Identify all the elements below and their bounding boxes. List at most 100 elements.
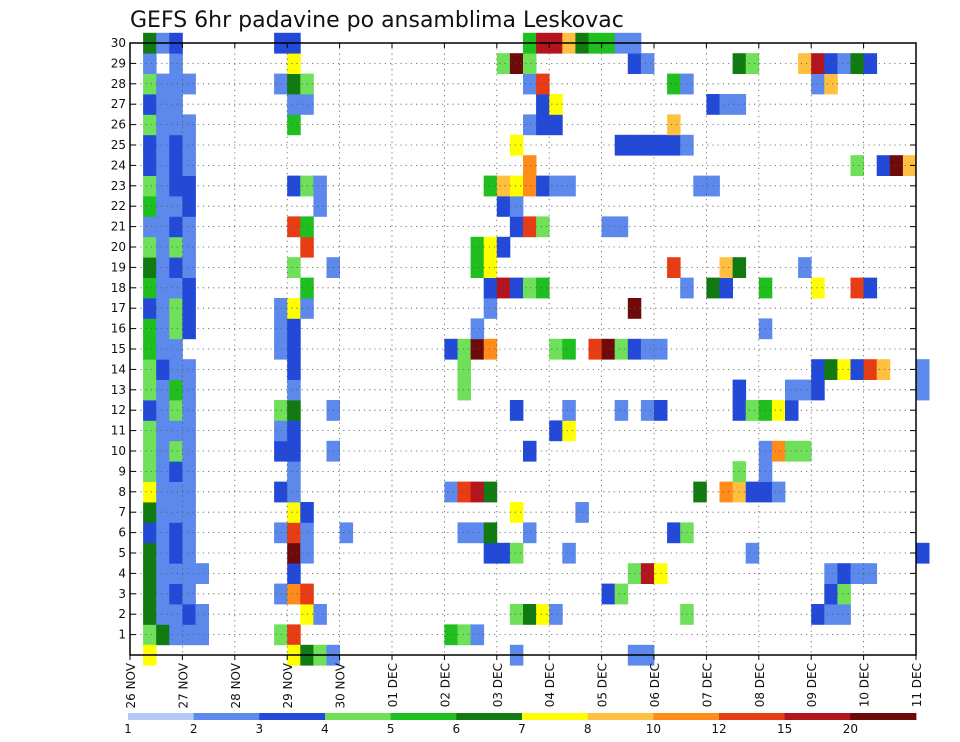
- heatmap-cell: [143, 134, 157, 156]
- heatmap-cell: [182, 318, 196, 340]
- heatmap-cell: [169, 400, 183, 421]
- heatmap-cell: [143, 318, 157, 340]
- heatmap-cell: [339, 522, 354, 544]
- legend-label: 1: [124, 722, 132, 736]
- y-tick-label: 12: [111, 403, 126, 417]
- x-tick-label: 01 DEC: [386, 663, 400, 707]
- heatmap-cell: [143, 400, 157, 421]
- color-legend: 1 2 3 4 5 6 7 8 10 12 15 20: [124, 713, 917, 736]
- heatmap-cell: [156, 338, 170, 360]
- heatmap-cell: [156, 298, 170, 319]
- heatmap-cell: [169, 53, 183, 74]
- heatmap-cell: [169, 461, 183, 482]
- heatmap-cell: [811, 359, 825, 380]
- heatmap-cell: [588, 338, 602, 360]
- y-tick-label: 1: [118, 628, 126, 642]
- heatmap-cell: [523, 277, 537, 299]
- heatmap-cell: [916, 359, 930, 380]
- heatmap-cell: [483, 481, 498, 503]
- heatmap-cell: [876, 155, 891, 176]
- heatmap-cell: [640, 400, 655, 421]
- heatmap-cell: [182, 624, 196, 646]
- heatmap-cell: [143, 277, 157, 299]
- heatmap-cell: [771, 440, 786, 462]
- heatmap-cell: [287, 542, 301, 564]
- heatmap-cell: [863, 53, 878, 74]
- heatmap-cell: [287, 440, 301, 462]
- heatmap-cell: [287, 563, 301, 584]
- heatmap-cell: [483, 298, 498, 319]
- heatmap-cell: [509, 277, 524, 299]
- heatmap-cell: [287, 94, 301, 115]
- heatmap-cell: [143, 542, 157, 564]
- heatmap-cell: [536, 94, 550, 115]
- y-tick-label: 16: [111, 322, 126, 336]
- heatmap-cell: [182, 196, 196, 217]
- heatmap-cell: [169, 73, 183, 95]
- heatmap-cell: [509, 400, 524, 421]
- heatmap-cell: [169, 196, 183, 217]
- heatmap-cell: [182, 420, 196, 442]
- heatmap-cell: [156, 420, 170, 442]
- y-tick-label: 8: [118, 485, 126, 499]
- y-axis-ticks: 1234567891011121314151617181920212223242…: [111, 36, 916, 642]
- heatmap-cell: [719, 277, 733, 299]
- heatmap-cell: [614, 583, 629, 605]
- legend-swatch: [259, 713, 326, 720]
- heatmap-cell: [457, 624, 471, 646]
- y-tick-label: 21: [111, 220, 126, 234]
- legend-swatch: [193, 713, 260, 720]
- heatmap-cell: [182, 257, 196, 278]
- heatmap-cell: [509, 604, 524, 625]
- heatmap-cell: [667, 73, 681, 95]
- heatmap-cell: [719, 94, 733, 115]
- heatmap-cell: [523, 73, 537, 95]
- heatmap-cell: [549, 175, 563, 197]
- heatmap-cell: [457, 359, 471, 380]
- heatmap-cell: [444, 338, 458, 360]
- heatmap-cell: [287, 420, 301, 442]
- heatmap-cell: [143, 196, 157, 217]
- x-tick-label: 27 NOV: [176, 662, 190, 708]
- heatmap-cell: [143, 522, 157, 544]
- y-tick-label: 18: [111, 281, 126, 295]
- y-tick-label: 9: [118, 464, 126, 478]
- y-tick-label: 26: [111, 118, 126, 132]
- legend-swatch: [784, 713, 851, 720]
- heatmap-cell: [614, 134, 629, 156]
- heatmap-cell: [536, 604, 550, 625]
- heatmap-cell: [444, 624, 458, 646]
- legend-swatch: [653, 713, 720, 720]
- heatmap-cell: [182, 583, 196, 605]
- heatmap-cell: [182, 522, 196, 544]
- y-tick-label: 13: [111, 383, 126, 397]
- heatmap-cell: [156, 461, 170, 482]
- heatmap-cell: [143, 175, 157, 197]
- heatmap-cell: [287, 379, 301, 401]
- heatmap-cell: [457, 522, 471, 544]
- heatmap-cell: [523, 175, 537, 197]
- x-tick-label: 03 DEC: [491, 663, 505, 707]
- heatmap-cell: [169, 583, 183, 605]
- heatmap-cell: [287, 216, 301, 238]
- heatmap-cell: [457, 481, 471, 503]
- heatmap-cell: [667, 522, 681, 544]
- heatmap-cell: [785, 400, 799, 421]
- dotted-grid: [130, 43, 916, 655]
- heatmap-cell: [182, 155, 196, 176]
- x-axis-ticks: 26 NOV 27 NOV 28 NOV 29 NOV 30 NOV 01 DEC 02 D…: [124, 43, 924, 709]
- heatmap-cell: [483, 175, 498, 197]
- heatmap-cell: [850, 155, 864, 176]
- chart-title: GEFS 6hr padavine po ansamblima Leskovac: [130, 8, 624, 33]
- heatmap-cell: [470, 338, 485, 360]
- heatmap-cell: [916, 542, 930, 564]
- heatmap-cell: [549, 94, 563, 115]
- heatmap-cell: [143, 420, 157, 442]
- heatmap-cell: [523, 155, 537, 176]
- heatmap-cell: [156, 583, 170, 605]
- heatmap-cell: [169, 277, 183, 299]
- heatmap-cell: [156, 216, 170, 238]
- heatmap-cell: [575, 502, 589, 523]
- heatmap-cell: [850, 563, 864, 584]
- heatmap-cell: [143, 359, 157, 380]
